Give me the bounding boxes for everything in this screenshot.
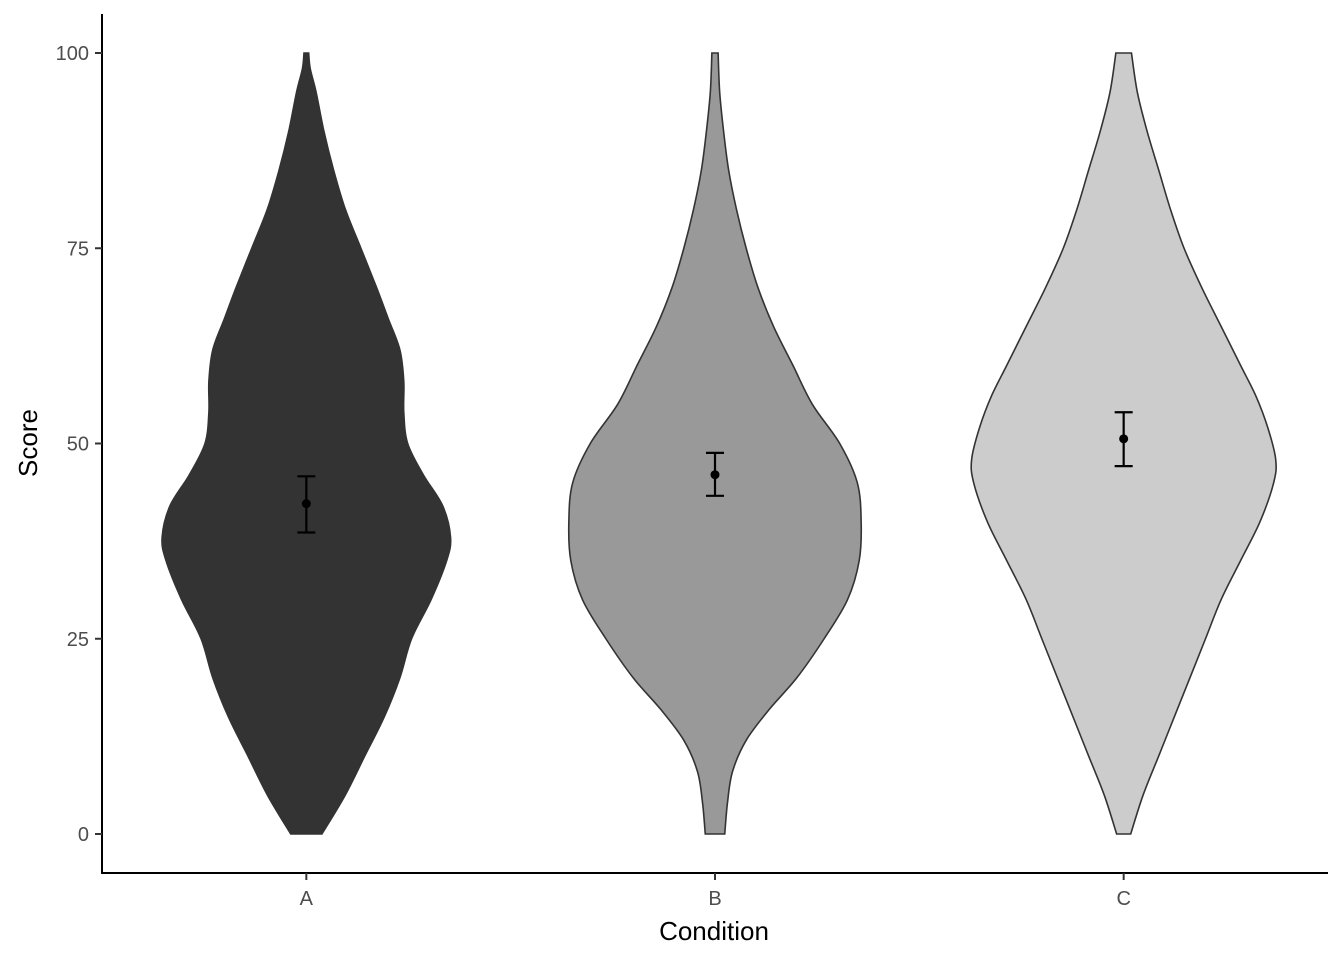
x-axis-title: Condition	[659, 916, 769, 946]
y-axis-title: Score	[13, 409, 43, 477]
y-tick-label: 100	[56, 43, 89, 65]
violin-b	[567, 52, 863, 835]
violins-layer	[161, 52, 1277, 835]
mean-point-a	[301, 499, 311, 509]
mean-point-c	[1119, 434, 1129, 444]
y-tick-label: 50	[67, 434, 89, 456]
error-bars-layer	[297, 411, 1133, 534]
violin-a	[161, 52, 452, 835]
y-tick-label: 0	[78, 824, 89, 846]
y-tick-label: 25	[67, 629, 89, 651]
x-tick-label-b: B	[708, 888, 721, 910]
x-ticks: A B C	[300, 873, 1131, 910]
y-ticks: 0 25 50 75 100	[56, 43, 102, 846]
x-tick-label-c: C	[1116, 888, 1130, 910]
mean-point-b	[710, 470, 720, 480]
y-tick-label: 75	[67, 238, 89, 260]
x-tick-label-a: A	[300, 888, 314, 910]
